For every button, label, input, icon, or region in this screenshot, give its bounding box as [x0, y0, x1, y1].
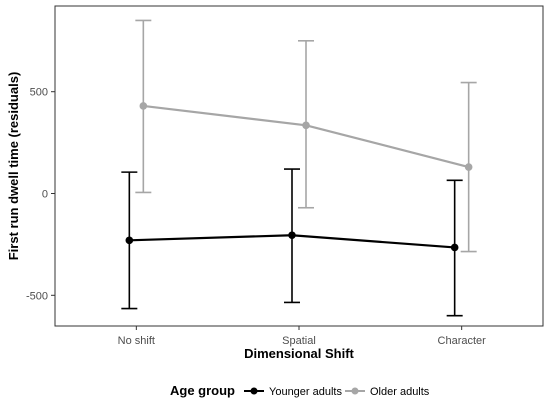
data-point: [302, 121, 310, 130]
legend-label-older: Older adults: [370, 386, 430, 398]
data-point: [450, 243, 459, 252]
legend-key-point-older: [351, 387, 359, 395]
x-axis-title: Dimensional Shift: [244, 346, 354, 361]
legend: Age group Younger adults Older adults: [170, 383, 430, 398]
y-axis: -500 0 500: [26, 87, 55, 302]
data-point: [139, 102, 148, 110]
legend-item-younger: Younger adults: [244, 386, 342, 398]
data-point: [464, 163, 473, 171]
y-axis-title: First run dwell time (residuals): [6, 72, 21, 261]
plot-area: [121, 19, 477, 317]
y-tick-label: -500: [26, 290, 48, 302]
legend-title: Age group: [170, 383, 235, 398]
x-tick-label: Spatial: [282, 335, 316, 347]
data-point: [288, 231, 296, 240]
y-tick-label: 500: [30, 87, 48, 99]
legend-key-point-younger: [250, 387, 258, 395]
x-tick-label: Character: [438, 335, 487, 347]
y-tick-label: 0: [42, 189, 48, 201]
x-tick-label: No shift: [118, 335, 155, 347]
x-axis: No shift Spatial Character: [118, 326, 486, 347]
legend-label-younger: Younger adults: [269, 386, 342, 398]
legend-item-older: Older adults: [345, 386, 430, 398]
series-older-adults: [135, 19, 477, 253]
data-point: [125, 236, 134, 245]
series-younger-adults: [121, 168, 463, 317]
